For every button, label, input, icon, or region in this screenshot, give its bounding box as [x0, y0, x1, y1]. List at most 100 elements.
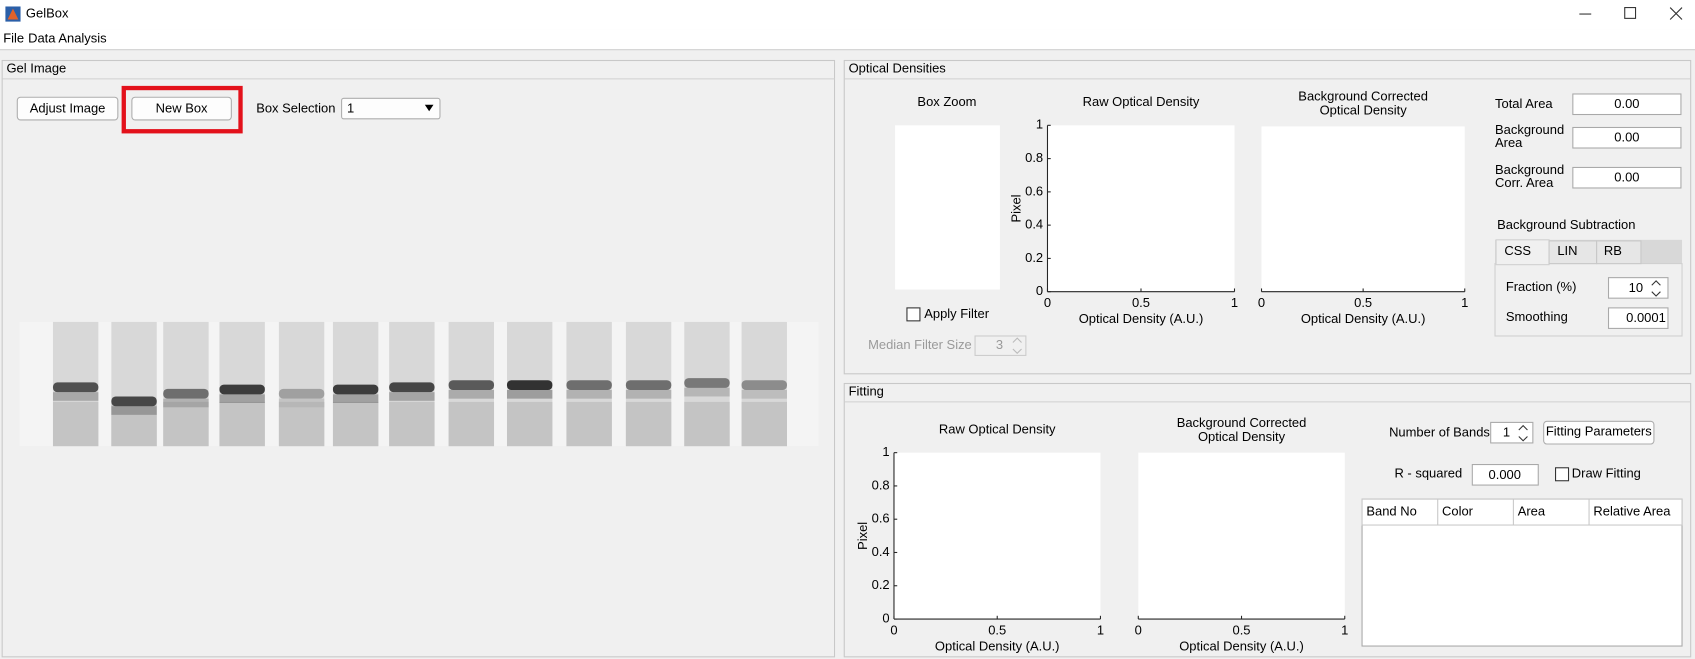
gel-band-shadow — [448, 389, 495, 399]
maximize-button[interactable] — [1624, 7, 1637, 19]
gel-band — [741, 380, 787, 390]
highlight-box — [121, 85, 243, 134]
gel-lane-haze — [625, 401, 672, 447]
tab-rb[interactable] — [1596, 240, 1642, 265]
gel-lane-haze — [506, 401, 553, 447]
adjust-image-button[interactable] — [16, 96, 119, 121]
field-value: 0.00 — [1614, 96, 1639, 111]
title-bar — [0, 0, 1695, 30]
gel-band — [684, 378, 730, 388]
spinner-value: 3 — [996, 337, 1003, 352]
gel-band — [52, 382, 99, 393]
background-area-field[interactable] — [1572, 126, 1682, 149]
y-axis-label: Pixel — [1009, 194, 1024, 222]
gel-band — [219, 384, 265, 395]
spinner-arrows — [1651, 280, 1661, 297]
y-tick-label: 0.4 — [1025, 217, 1043, 232]
window-title: GelBox — [26, 5, 69, 20]
box-selection-dropdown[interactable] — [341, 97, 441, 120]
gel-lane-haze — [163, 401, 209, 447]
x-axis-label: Optical Density (A.U.) — [935, 639, 1060, 654]
column-header[interactable]: Band No — [1366, 503, 1416, 518]
menu-bar — [0, 29, 1695, 50]
y-tick-label: 0.2 — [1025, 250, 1043, 265]
draw-fitting-checkbox[interactable] — [1555, 467, 1570, 482]
fitting-parameters-button[interactable] — [1543, 420, 1655, 445]
x-tick-label: 0.5 — [1354, 295, 1372, 310]
total-area-field[interactable] — [1572, 93, 1682, 116]
menu-item[interactable]: File — [3, 30, 24, 45]
y-tick-label: 1 — [882, 444, 889, 459]
gel-band-shadow — [219, 394, 265, 403]
gel-band — [506, 380, 553, 390]
new-box-button[interactable] — [131, 96, 232, 121]
column-header[interactable]: Relative Area — [1593, 503, 1671, 518]
gel-band — [448, 380, 495, 390]
gel-band-shadow — [278, 398, 325, 408]
close-button[interactable] — [1669, 7, 1683, 20]
table-header — [1361, 498, 1683, 526]
gel-lane-haze — [219, 401, 265, 447]
gel-band-shadow — [389, 392, 435, 401]
smoothing-field[interactable] — [1607, 307, 1669, 329]
panel-title: Gel Image — [6, 61, 66, 76]
y-tick-label: 0.8 — [1025, 150, 1043, 165]
y-tick-label: 0.8 — [872, 477, 890, 492]
x-tick-label: 0 — [1258, 295, 1265, 310]
x-tick-label: 1 — [1231, 295, 1238, 310]
median-filter-spinner[interactable] — [974, 335, 1027, 356]
gel-band-shadow — [684, 387, 730, 397]
gel-band-shadow — [52, 392, 99, 401]
fitting-panel — [843, 382, 1692, 658]
gel-band-shadow — [506, 389, 553, 399]
gel-lane-haze — [389, 401, 435, 447]
plot-title: Raw Optical Density — [1083, 94, 1200, 109]
area-label: Area — [1495, 135, 1523, 150]
column-header[interactable]: Color — [1442, 503, 1474, 518]
x-axis-label: Optical Density (A.U.) — [1079, 311, 1204, 326]
gel-band-shadow — [332, 394, 379, 403]
box-selection-label: Box Selection — [256, 101, 335, 116]
x-tick-label: 0 — [1135, 622, 1142, 637]
field-value: 0.0001 — [1626, 310, 1666, 325]
r-squared-field[interactable] — [1471, 464, 1539, 486]
tab-label: CSS — [1504, 243, 1531, 258]
x-axis-label: Optical Density (A.U.) — [1179, 639, 1304, 654]
gel-lane-haze — [566, 401, 612, 447]
area-label: Background — [1495, 162, 1564, 177]
plot-title: Background Corrected — [1298, 89, 1428, 104]
area-label: Total Area — [1495, 96, 1553, 111]
background-corr-area-field[interactable] — [1572, 166, 1682, 189]
tab-css[interactable] — [1495, 239, 1550, 266]
column-header[interactable]: Area — [1518, 503, 1546, 518]
plot-area — [1138, 452, 1345, 620]
y-tick-label: 0 — [882, 610, 889, 625]
gel-lane-haze — [684, 401, 730, 447]
gel-image-panel — [1, 59, 836, 658]
gel-band-shadow — [111, 406, 157, 415]
number-of-bands-spinner[interactable] — [1490, 421, 1534, 444]
plot-title: Optical Density — [1198, 429, 1286, 444]
gel-band-shadow — [741, 389, 787, 399]
gel-lane-haze — [52, 401, 99, 447]
background-subtraction-title: Background Subtraction — [1497, 217, 1635, 232]
y-tick-label: 1 — [1036, 117, 1043, 132]
app-icon-shape — [7, 8, 19, 20]
gel-lane-haze — [448, 401, 495, 447]
checkbox-label: Draw Fitting — [1572, 466, 1641, 481]
button-label: Adjust Image — [30, 101, 106, 116]
y-tick-label: 0.6 — [872, 511, 890, 526]
box-zoom-title: Box Zoom — [917, 94, 976, 109]
spinner-value: 1 — [1503, 425, 1510, 440]
plot-area — [893, 452, 1101, 620]
gel-band — [389, 382, 435, 393]
apply-filter-checkbox[interactable] — [906, 307, 921, 322]
panel-title: Optical Densities — [849, 61, 947, 76]
plot-title: Background Corrected — [1177, 415, 1307, 430]
x-tick-label: 0.5 — [988, 622, 1006, 637]
gel-lane-haze — [332, 401, 379, 447]
gel-band — [111, 396, 157, 407]
gel-band — [566, 380, 612, 390]
menu-item[interactable]: Data Analysis — [28, 30, 107, 45]
